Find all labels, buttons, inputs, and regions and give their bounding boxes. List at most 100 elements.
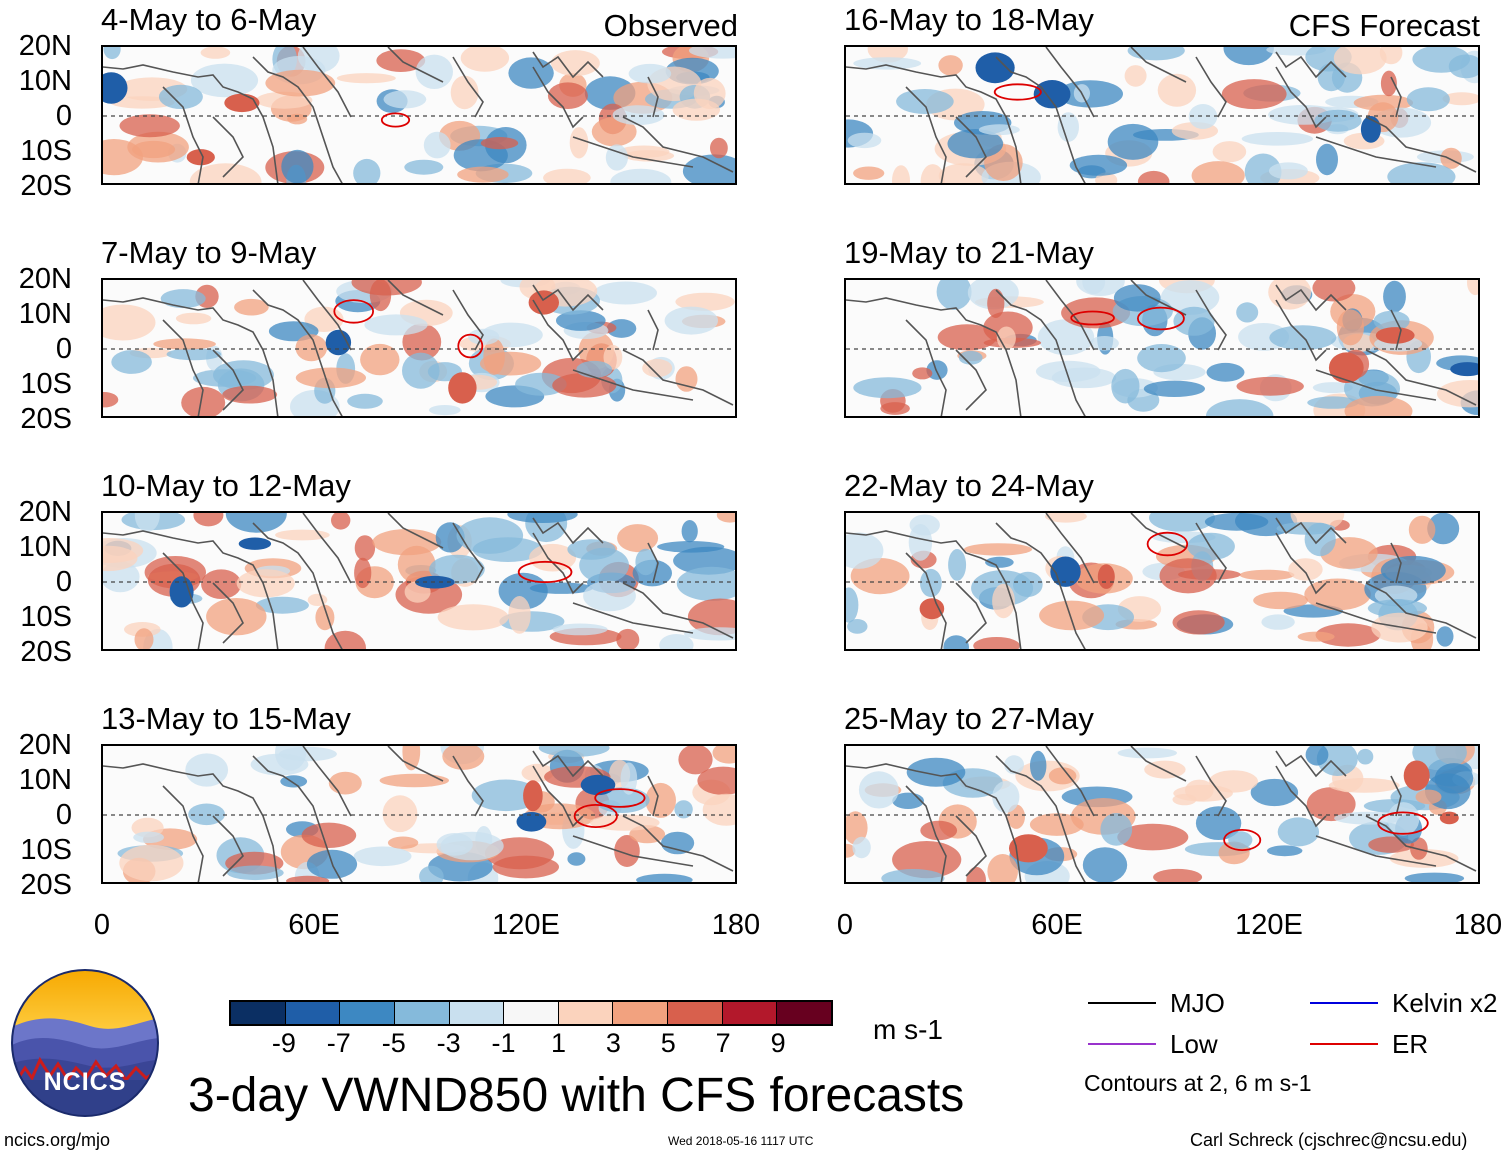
- coastline: [1275, 517, 1347, 545]
- anomaly-blob: [938, 55, 963, 76]
- ncics-logo: NCICS: [10, 968, 160, 1118]
- main-title: 3-day VWND850 with CFS forecasts: [188, 1069, 965, 1122]
- anomaly-blob: [1137, 344, 1186, 373]
- map-field: [103, 280, 735, 416]
- anomaly-blob: [354, 535, 376, 561]
- anomaly-blob: [307, 593, 328, 606]
- anomaly-core: [528, 290, 559, 315]
- coastline: [905, 86, 947, 183]
- map-field: [103, 746, 735, 882]
- anomaly-blob: [1035, 360, 1101, 382]
- coastline: [212, 116, 244, 178]
- anomaly-blob: [880, 402, 910, 415]
- anomaly-blob: [1333, 47, 1387, 75]
- anomaly-blob: [383, 90, 427, 109]
- coastline: [995, 56, 1086, 183]
- anomaly-blob: [1328, 778, 1400, 793]
- legend-note: Contours at 2, 6 m s-1: [1084, 1070, 1312, 1096]
- anomaly-blob: [937, 324, 997, 351]
- coastline: [1390, 76, 1402, 118]
- anomaly-blob: [847, 132, 882, 149]
- anomaly-blob: [103, 545, 138, 572]
- anomaly-blob: [684, 627, 735, 641]
- coastline: [1365, 349, 1477, 406]
- er-contour: [517, 560, 573, 584]
- anomaly-blob: [226, 865, 284, 881]
- anomaly-blob: [119, 844, 184, 882]
- anomaly-blob: [623, 150, 675, 162]
- anomaly-blob: [1037, 319, 1095, 356]
- colorbar-swatch: [776, 1002, 832, 1024]
- coastline: [1195, 289, 1227, 351]
- footer-url[interactable]: ncics.org/mjo: [4, 1130, 111, 1150]
- x-label-60e-left: 60E: [288, 909, 340, 941]
- anomaly-blob: [1304, 578, 1371, 611]
- er-contour: [1146, 531, 1189, 557]
- anomaly-blob: [635, 548, 656, 576]
- anomaly-blob: [134, 513, 160, 532]
- anomaly-blob: [552, 373, 617, 398]
- anomaly-blob: [1057, 80, 1123, 108]
- anomaly-blob: [710, 137, 728, 159]
- anomaly-blob: [382, 795, 418, 833]
- anomaly-blob: [1239, 569, 1295, 581]
- colorbar-label: 3: [605, 1028, 621, 1058]
- anomaly-core: [1328, 352, 1364, 383]
- anomaly-blob: [201, 569, 242, 599]
- anomaly-blob: [423, 131, 451, 159]
- er-contour: [1136, 306, 1185, 331]
- map-field: [846, 280, 1478, 416]
- anomaly-blob: [678, 746, 713, 775]
- anomaly-blob: [1153, 868, 1203, 882]
- anomaly-blob: [551, 50, 600, 77]
- anomaly-blob: [569, 127, 589, 159]
- anomaly-blob: [682, 154, 735, 183]
- coastline: [1315, 369, 1437, 401]
- anomaly-blob: [379, 773, 449, 788]
- coastline: [1275, 532, 1327, 595]
- anomaly-blob: [689, 47, 735, 59]
- colorbar-swatch: [393, 1002, 449, 1024]
- anomaly-blob: [1012, 571, 1043, 597]
- coastline: [1130, 513, 1187, 549]
- x-label-180-right: 180: [1453, 909, 1503, 941]
- anomaly-blob: [1241, 132, 1314, 146]
- panel-title-fc-4: 25-May to 27-May: [844, 701, 1094, 736]
- anomaly-blob: [892, 165, 910, 183]
- y-label-row2-0: 0: [55, 333, 72, 365]
- anomaly-blob: [702, 793, 735, 826]
- anomaly-blob: [166, 348, 222, 361]
- anomaly-blob: [1253, 591, 1308, 610]
- anomaly-blob: [250, 753, 309, 776]
- anomaly-blob: [858, 771, 899, 809]
- anomaly-blob: [275, 529, 330, 541]
- anomaly-blob: [281, 149, 314, 183]
- anomaly-blob: [1117, 747, 1177, 759]
- coastline: [387, 47, 444, 83]
- anomaly-blob: [672, 98, 720, 121]
- anomaly-blob: [1069, 154, 1128, 176]
- anomaly-blob: [1306, 787, 1356, 822]
- anomaly-blob: [1373, 310, 1410, 332]
- anomaly-core: [580, 774, 616, 796]
- colorbar-swatch: [339, 1002, 394, 1024]
- anomaly-blob: [190, 63, 259, 98]
- anomaly-blob: [529, 582, 593, 594]
- anomaly-blob: [616, 628, 640, 649]
- anomaly-blob: [480, 137, 519, 150]
- anomaly-blob: [1436, 626, 1454, 647]
- anomaly-blob: [1315, 623, 1381, 647]
- anomaly-core: [1375, 327, 1415, 344]
- coastline: [846, 64, 1022, 183]
- anomaly-blob: [1160, 280, 1220, 315]
- anomaly-blob: [295, 367, 366, 389]
- anomaly-blob: [576, 360, 613, 378]
- anomaly-blob: [987, 854, 1018, 882]
- panel-title-obs-2: 7-May to 9-May: [101, 235, 317, 270]
- coastline: [905, 319, 947, 416]
- coastline: [452, 522, 484, 584]
- map-obs-4: [101, 744, 737, 884]
- panel-title-obs-1: 4-May to 6-May: [101, 2, 317, 37]
- anomaly-blob: [206, 598, 267, 636]
- anomaly-blob: [1387, 802, 1420, 836]
